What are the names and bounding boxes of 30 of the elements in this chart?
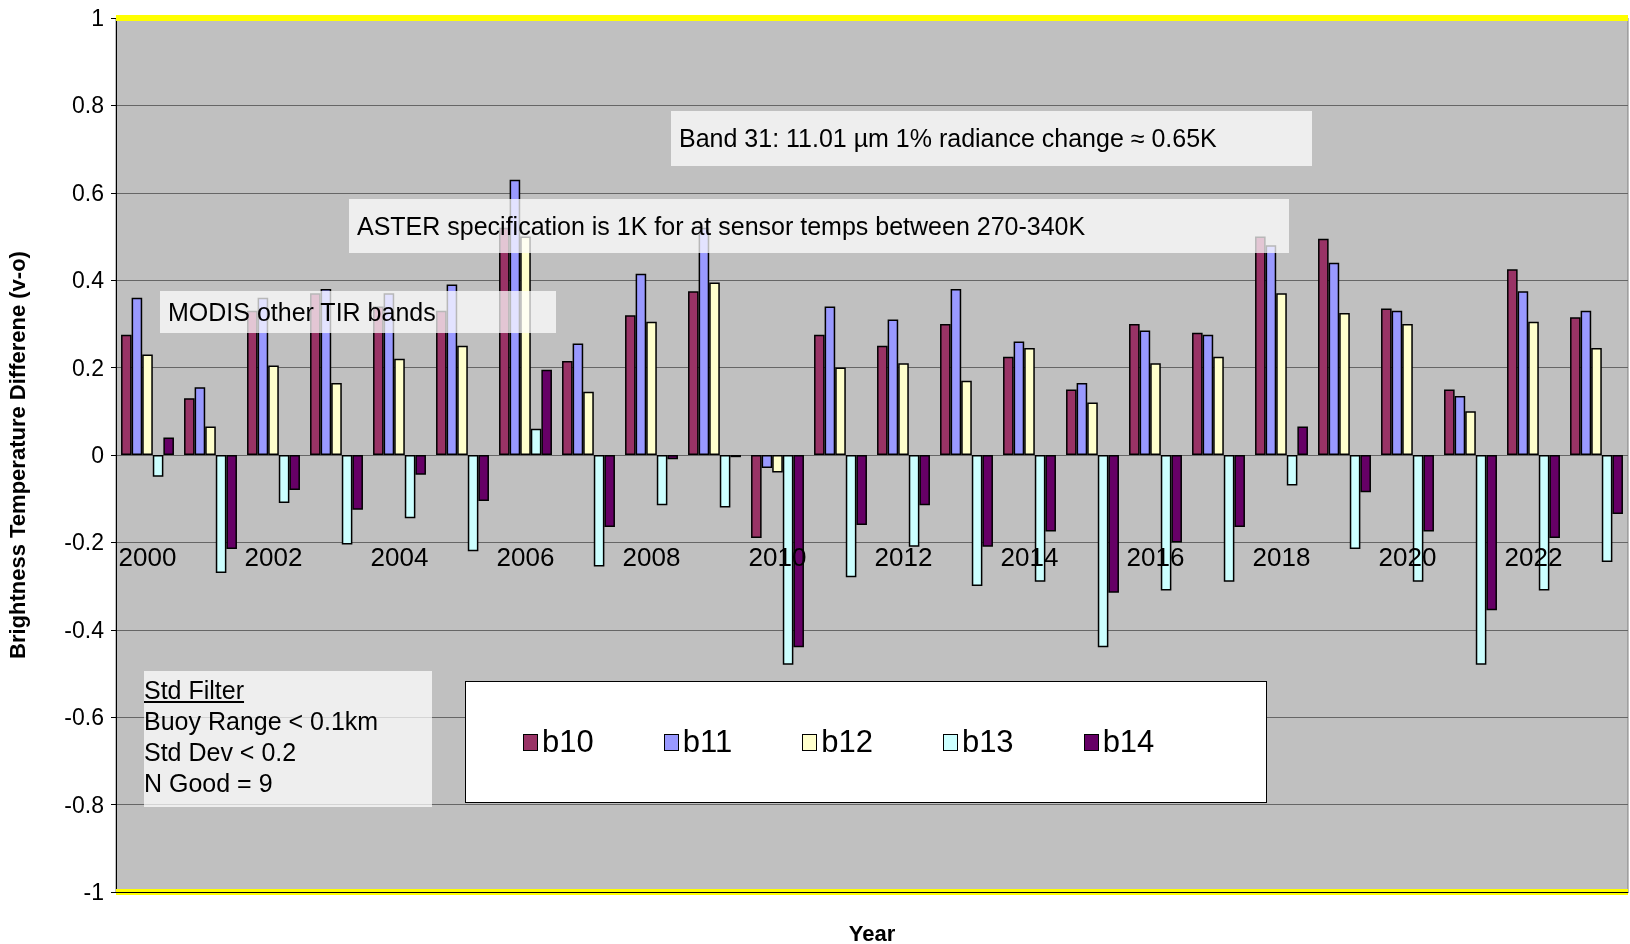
- y-tick-label: -0.4: [64, 616, 105, 643]
- y-tick-label: -0.8: [64, 791, 104, 818]
- x-tick-label: 2006: [496, 542, 555, 572]
- x-tick-label: 2000: [118, 542, 177, 572]
- y-tick-label: -0.2: [64, 529, 104, 556]
- legend-label: b14: [1102, 724, 1155, 760]
- bar: [163, 437, 174, 455]
- y-tick-label: -1: [83, 879, 104, 905]
- y-tick-label: 0.2: [72, 354, 104, 381]
- y-tick-label: 0.4: [72, 267, 105, 294]
- legend-label: b12: [821, 724, 873, 760]
- x-tick-label: 2004: [370, 542, 429, 572]
- y-tick-label: 1: [91, 5, 104, 31]
- y-tick-label: 0.6: [72, 179, 104, 206]
- x-tick-label: 2008: [622, 542, 681, 572]
- annotation: Std Filter Buoy Range < 0.1km Std Dev < 0.2 N Good = 9: [144, 676, 380, 799]
- y-tick-label: 0: [91, 442, 104, 468]
- bar: [1286, 455, 1298, 486]
- x-axis-title: Year: [848, 920, 896, 944]
- legend-label: b13: [961, 724, 1014, 760]
- x-tick-label: 2018: [1252, 542, 1311, 572]
- y-tick-label: 0.8: [72, 92, 104, 119]
- legend-label: b11: [682, 724, 733, 760]
- bar: [1297, 426, 1308, 455]
- y-axis-title: Brightness Temperature Differene (v-o): [4, 251, 30, 659]
- bar: [152, 455, 164, 477]
- y-tick-label: -0.6: [64, 704, 104, 731]
- legend-label: b10: [542, 724, 594, 760]
- x-tick-label: 2002: [244, 542, 303, 572]
- x-tick-label: 2012: [874, 542, 933, 572]
